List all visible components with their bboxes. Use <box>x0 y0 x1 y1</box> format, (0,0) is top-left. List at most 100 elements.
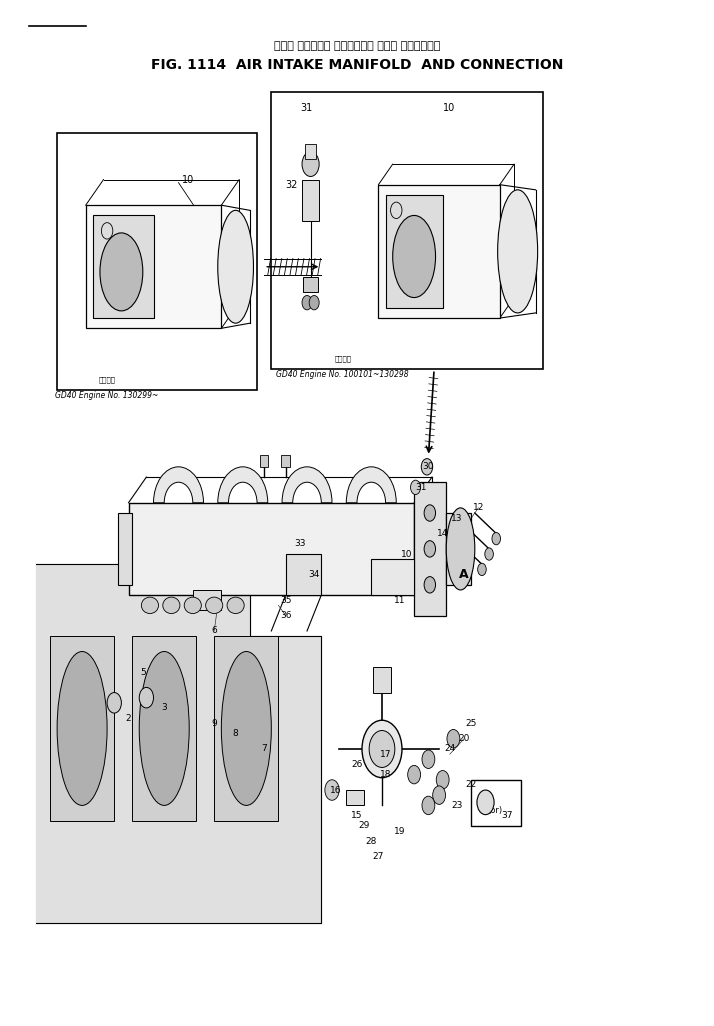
Bar <box>303 277 318 292</box>
Circle shape <box>421 459 433 475</box>
Text: 28: 28 <box>366 837 377 845</box>
Text: 22: 22 <box>466 781 477 789</box>
Text: 7: 7 <box>261 745 267 753</box>
Circle shape <box>369 731 395 767</box>
Ellipse shape <box>221 652 271 805</box>
Bar <box>214 636 278 821</box>
Text: 29: 29 <box>358 822 370 830</box>
Bar <box>378 185 500 318</box>
Text: 15: 15 <box>351 812 363 820</box>
Bar <box>132 636 196 821</box>
Bar <box>346 790 364 805</box>
Text: 32: 32 <box>286 180 298 190</box>
Text: 10: 10 <box>401 550 413 558</box>
Bar <box>302 180 319 221</box>
Wedge shape <box>154 467 203 503</box>
Text: 2: 2 <box>126 714 131 722</box>
Bar <box>129 503 414 595</box>
Bar <box>373 667 391 693</box>
Text: GD40 Engine No. 100101~130298: GD40 Engine No. 100101~130298 <box>276 370 409 379</box>
Ellipse shape <box>498 190 538 313</box>
Text: 8: 8 <box>233 729 238 738</box>
Bar <box>260 455 268 467</box>
Circle shape <box>485 548 493 560</box>
Bar <box>305 144 316 159</box>
Circle shape <box>424 505 436 521</box>
Circle shape <box>478 563 486 576</box>
Circle shape <box>362 720 402 778</box>
Text: 35: 35 <box>280 596 291 604</box>
Bar <box>386 195 443 308</box>
Bar <box>471 780 521 826</box>
Ellipse shape <box>100 233 143 311</box>
Text: 10: 10 <box>182 174 194 185</box>
Bar <box>446 513 471 585</box>
Text: 6: 6 <box>211 627 217 635</box>
Bar <box>414 482 446 616</box>
Bar <box>281 455 290 467</box>
Ellipse shape <box>206 597 223 614</box>
Text: 23: 23 <box>451 801 463 810</box>
Text: 18: 18 <box>380 771 391 779</box>
Circle shape <box>492 532 501 545</box>
Circle shape <box>422 796 435 815</box>
Text: 20: 20 <box>458 735 470 743</box>
Bar <box>271 92 543 369</box>
Text: 26: 26 <box>351 760 363 768</box>
Text: 17: 17 <box>380 750 391 758</box>
Bar <box>286 554 321 595</box>
Circle shape <box>309 295 319 310</box>
Bar <box>57 133 257 390</box>
Ellipse shape <box>184 597 201 614</box>
Wedge shape <box>346 467 396 503</box>
Wedge shape <box>218 467 268 503</box>
Ellipse shape <box>163 597 180 614</box>
Circle shape <box>422 750 435 768</box>
Ellipse shape <box>57 652 107 805</box>
Wedge shape <box>282 467 332 503</box>
Text: 9: 9 <box>211 719 217 727</box>
Ellipse shape <box>446 508 475 590</box>
Text: 5: 5 <box>140 668 146 676</box>
Text: 31: 31 <box>300 103 312 113</box>
Circle shape <box>424 577 436 593</box>
Ellipse shape <box>139 652 189 805</box>
Text: 31: 31 <box>416 483 427 491</box>
Circle shape <box>477 790 494 815</box>
Text: 13: 13 <box>451 514 463 522</box>
Bar <box>93 215 154 318</box>
Bar <box>193 590 221 610</box>
Text: 10: 10 <box>443 103 455 113</box>
Text: 36: 36 <box>280 611 291 620</box>
Bar <box>371 559 414 595</box>
Ellipse shape <box>141 597 159 614</box>
Text: 33: 33 <box>294 540 306 548</box>
Bar <box>50 636 114 821</box>
Text: 27: 27 <box>373 853 384 861</box>
Text: 37: 37 <box>501 812 513 820</box>
Text: エアー インテーク マニホールド および コネクション: エアー インテーク マニホールド および コネクション <box>273 41 441 51</box>
Text: 14: 14 <box>437 529 448 538</box>
Circle shape <box>139 687 154 708</box>
Circle shape <box>107 693 121 713</box>
Ellipse shape <box>227 597 244 614</box>
Ellipse shape <box>218 210 253 323</box>
Text: 12: 12 <box>473 504 484 512</box>
Text: A: A <box>459 568 469 581</box>
Text: GD40 Engine No. 130299~: GD40 Engine No. 130299~ <box>56 391 159 399</box>
Circle shape <box>411 480 421 495</box>
Text: 30: 30 <box>423 463 434 471</box>
Circle shape <box>302 295 312 310</box>
Text: (or): (or) <box>487 806 503 815</box>
Circle shape <box>424 541 436 557</box>
Text: FIG. 1114  AIR INTAKE MANIFOLD  AND CONNECTION: FIG. 1114 AIR INTAKE MANIFOLD AND CONNEC… <box>151 57 563 72</box>
Text: 25: 25 <box>466 719 477 727</box>
Text: 11: 11 <box>394 596 406 604</box>
Text: 适用号里: 适用号里 <box>99 377 116 383</box>
Circle shape <box>433 786 446 804</box>
Circle shape <box>436 771 449 789</box>
Ellipse shape <box>393 215 436 298</box>
Polygon shape <box>36 564 321 923</box>
Text: 24: 24 <box>444 745 456 753</box>
Text: 3: 3 <box>161 704 167 712</box>
